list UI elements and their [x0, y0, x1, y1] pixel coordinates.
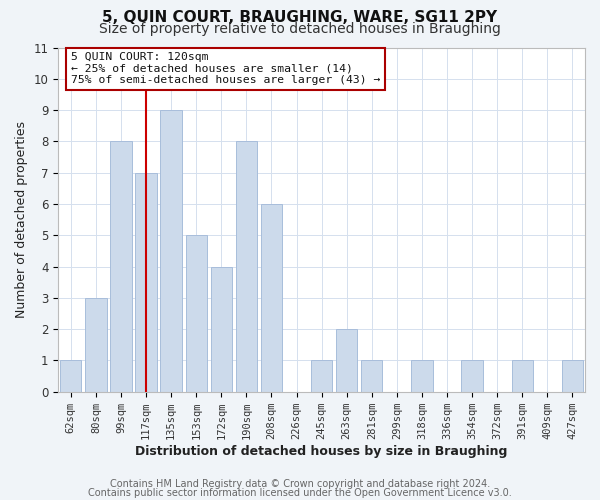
Bar [261, 204, 282, 392]
Bar [336, 329, 358, 392]
X-axis label: Distribution of detached houses by size in Braughing: Distribution of detached houses by size … [136, 444, 508, 458]
Bar [60, 360, 82, 392]
Text: Size of property relative to detached houses in Braughing: Size of property relative to detached ho… [99, 22, 501, 36]
Text: 5, QUIN COURT, BRAUGHING, WARE, SG11 2PY: 5, QUIN COURT, BRAUGHING, WARE, SG11 2PY [103, 10, 497, 25]
Text: 5 QUIN COURT: 120sqm
← 25% of detached houses are smaller (14)
75% of semi-detac: 5 QUIN COURT: 120sqm ← 25% of detached h… [71, 52, 380, 86]
Bar [361, 360, 382, 392]
Bar [185, 236, 207, 392]
Y-axis label: Number of detached properties: Number of detached properties [15, 121, 28, 318]
Bar [110, 142, 131, 392]
Bar [136, 172, 157, 392]
Bar [412, 360, 433, 392]
Bar [236, 142, 257, 392]
Bar [562, 360, 583, 392]
Text: Contains public sector information licensed under the Open Government Licence v3: Contains public sector information licen… [88, 488, 512, 498]
Bar [85, 298, 107, 392]
Bar [211, 266, 232, 392]
Bar [512, 360, 533, 392]
Bar [461, 360, 483, 392]
Text: Contains HM Land Registry data © Crown copyright and database right 2024.: Contains HM Land Registry data © Crown c… [110, 479, 490, 489]
Bar [160, 110, 182, 392]
Bar [311, 360, 332, 392]
